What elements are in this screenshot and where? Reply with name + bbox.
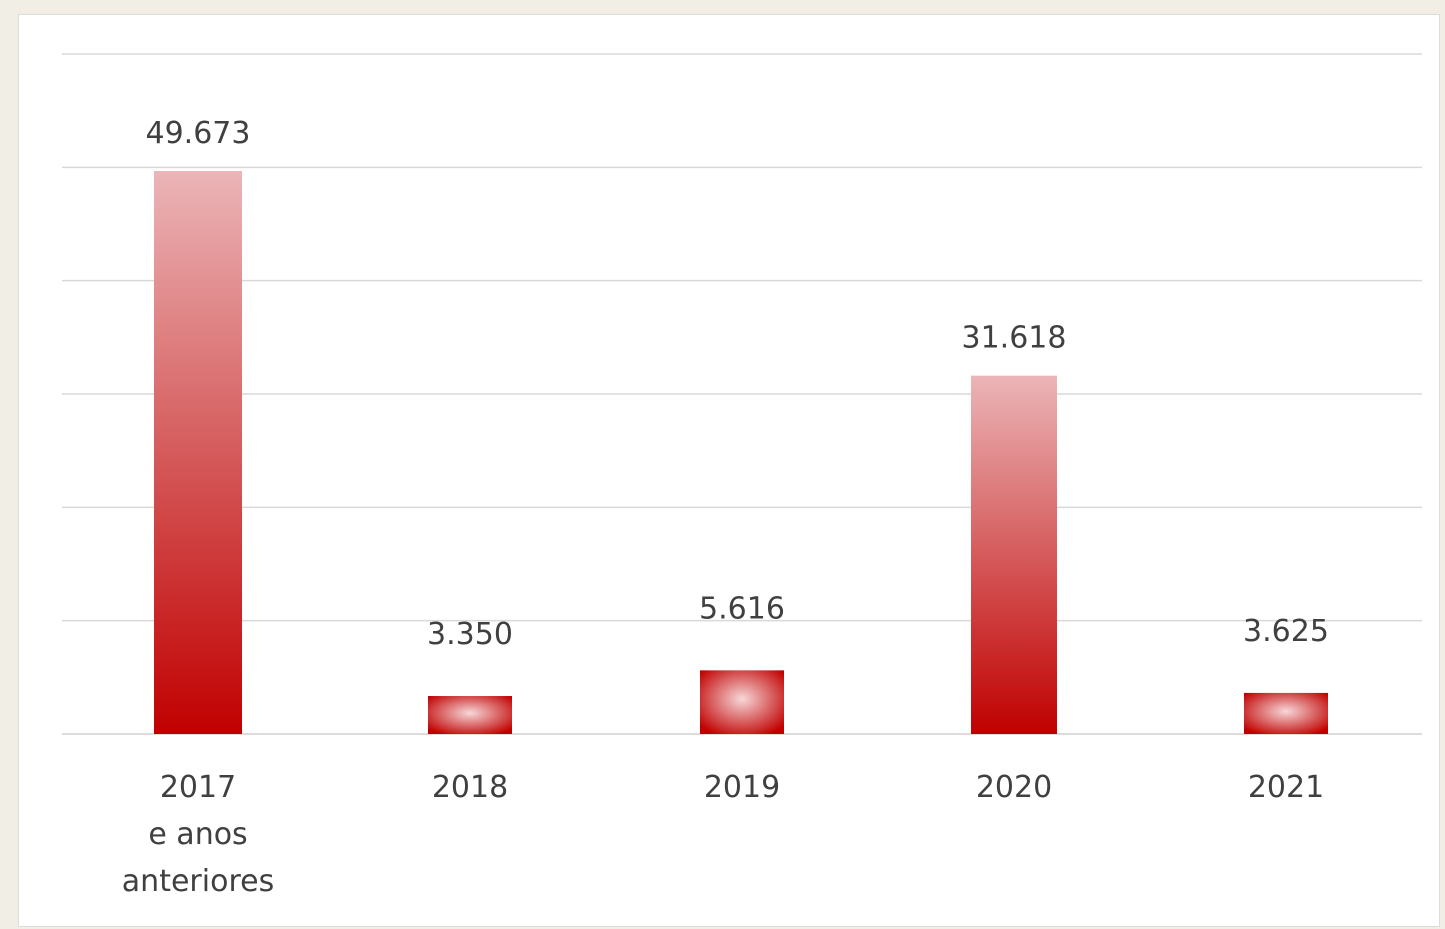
data-label-2019: 5.616 [699,591,785,626]
tick-label-2020: 2020 [976,770,1052,805]
bar-2018 [428,696,512,734]
tick-label-2018: 2018 [432,770,508,805]
tick-label-line: 2017 [160,770,236,805]
bar-2017 [154,171,242,735]
bar-2021 [1244,692,1328,734]
tick-label-line: e anos [148,817,247,852]
data-label-2020: 31.618 [962,321,1067,356]
bar-2020 [971,375,1057,734]
grid-layer [62,53,1422,735]
tick-label-2019: 2019 [704,770,780,805]
tick-label-line: 2021 [1248,770,1324,805]
bar-2019 [700,670,784,734]
tick-label-line: 2020 [976,770,1052,805]
chart-frame [18,14,1440,927]
data-label-2017: 49.673 [146,116,251,151]
bars-layer [154,171,1328,735]
data-label-2018: 3.350 [427,617,513,652]
tick-label-2021: 2021 [1248,770,1324,805]
x-axis-tick-labels: 2017 e anos anteriores 2018 2019 2020 2021 [122,770,1324,899]
data-labels-layer: 49.673 3.350 5.616 31.618 3.625 [146,116,1329,652]
data-label-2021: 3.625 [1243,614,1329,649]
tick-label-line: 2019 [704,770,780,805]
tick-label-line: 2018 [432,770,508,805]
tick-label-line: anteriores [122,864,274,899]
tick-label-2017: 2017 e anos anteriores [122,770,274,899]
